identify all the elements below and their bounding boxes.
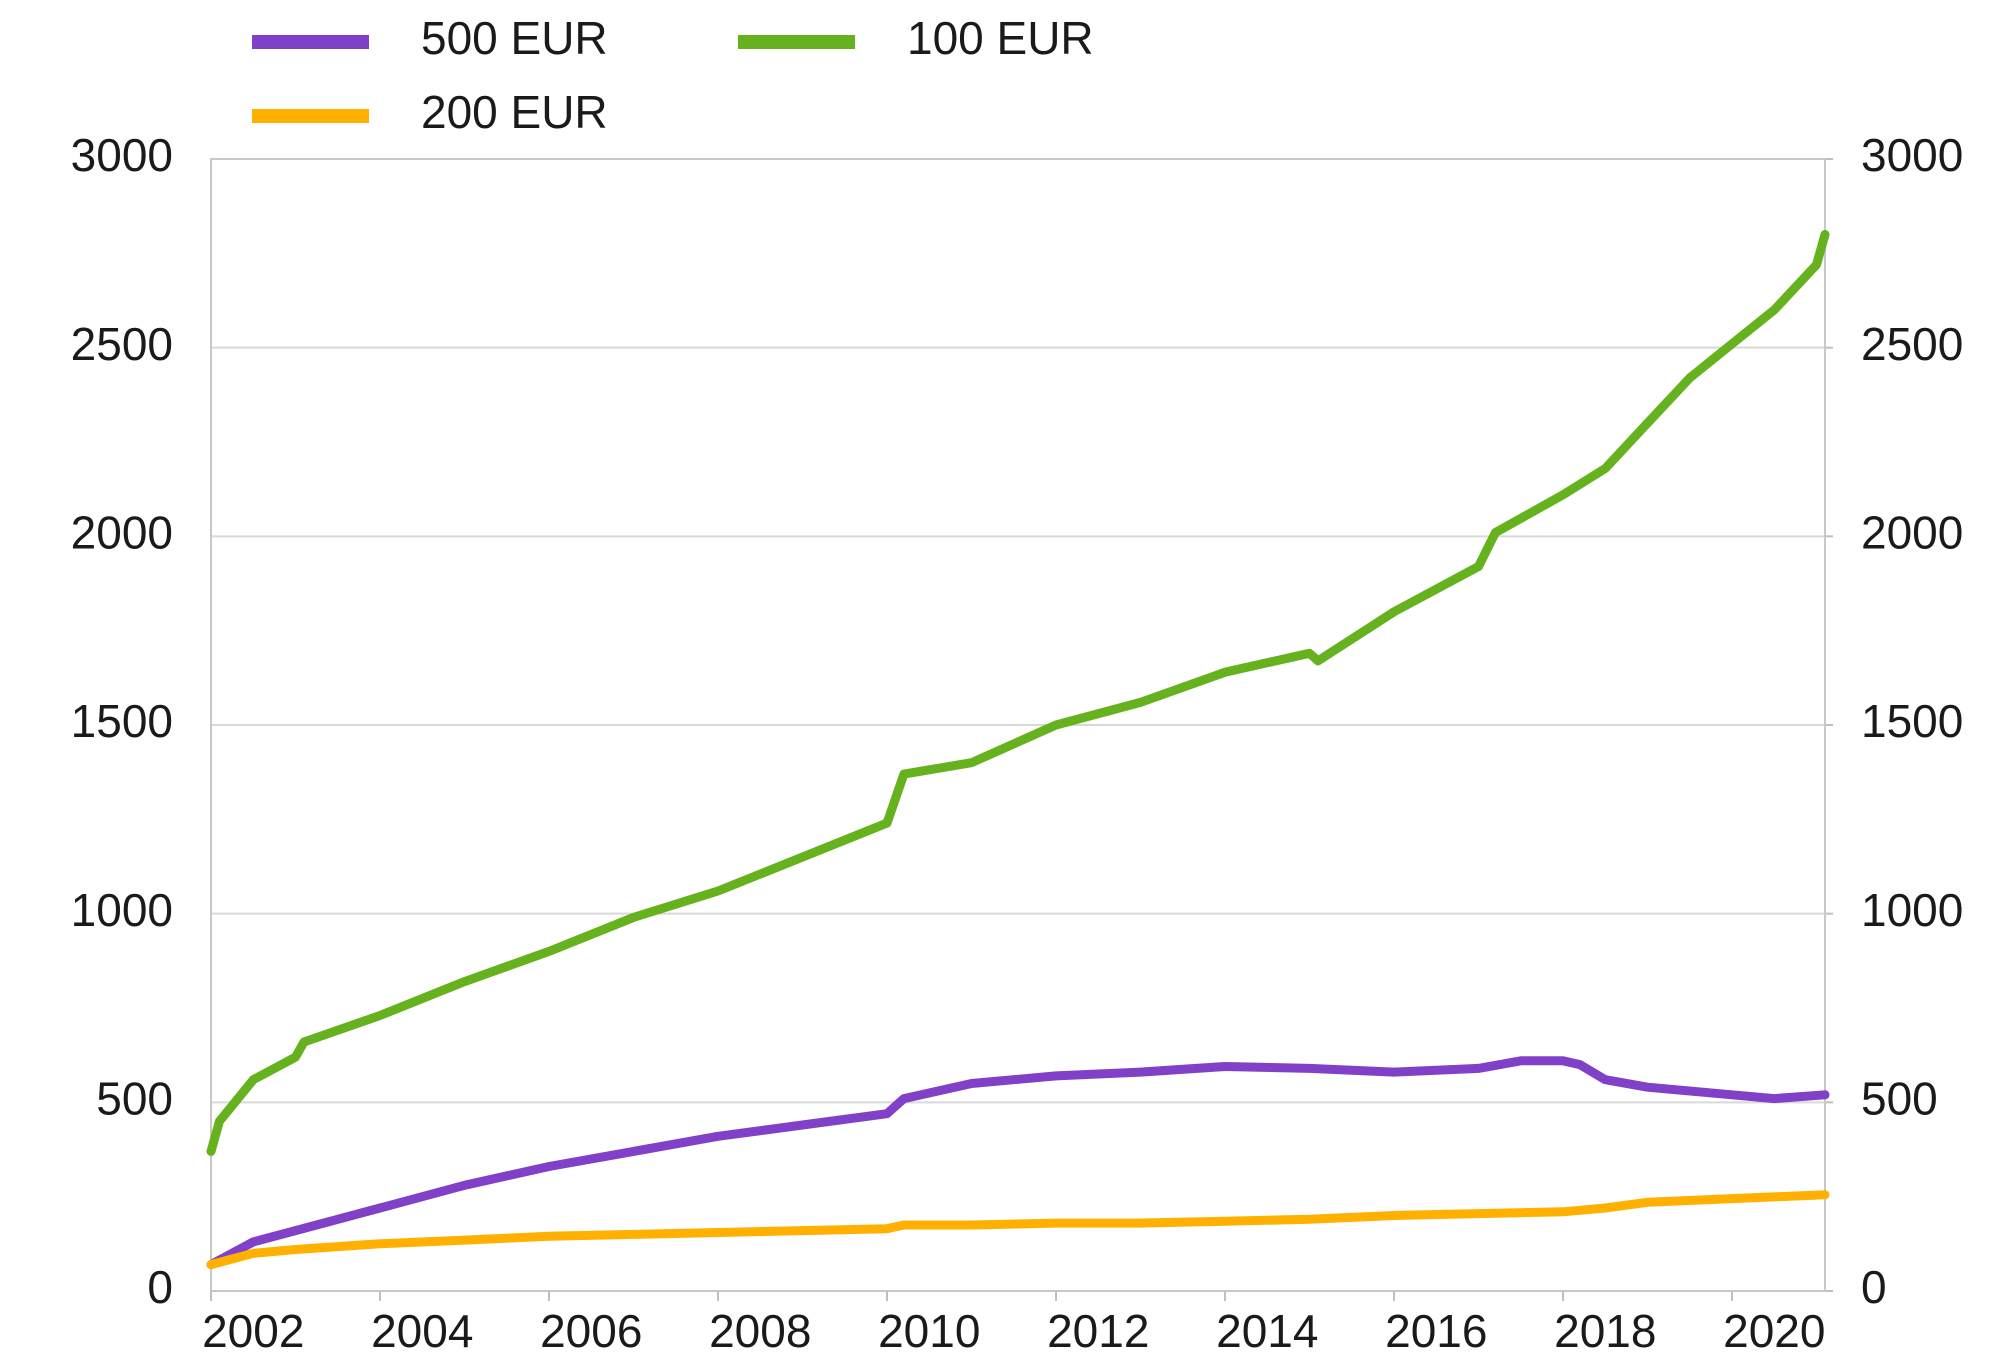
x-tick-label: 2016: [1385, 1305, 1487, 1357]
y-tick-label: 1000: [71, 884, 173, 936]
plot-frame: [210, 158, 1826, 1292]
x-tick-label: 2012: [1047, 1305, 1149, 1357]
x-tick-label: 2020: [1723, 1305, 1825, 1357]
x-tick-label: 2004: [371, 1305, 473, 1357]
y-tick-label: 1500: [71, 695, 173, 747]
y2-tick-label: 3000: [1861, 129, 1963, 181]
y-tick-label: 2000: [71, 506, 173, 558]
series-line: [206, 1056, 1830, 1270]
y-tick-label: 500: [96, 1072, 173, 1124]
x-tick-label: 2014: [1216, 1305, 1318, 1357]
y2-tick-label: 2000: [1861, 506, 1963, 558]
y2-tick-label: 2500: [1861, 318, 1963, 370]
legend-label: 200 EUR: [421, 86, 608, 138]
series-line: [206, 1190, 1830, 1270]
x-tick-label: 2018: [1554, 1305, 1656, 1357]
series-line: [206, 230, 1830, 1156]
y2-tick-label: 0: [1861, 1261, 1887, 1313]
y2-tick-label: 1000: [1861, 884, 1963, 936]
y2-tick-label: 1500: [1861, 695, 1963, 747]
x-tick-label: 2010: [878, 1305, 980, 1357]
y-tick-label: 0: [147, 1261, 173, 1313]
legend-label: 500 EUR: [421, 12, 608, 64]
x-tick-label: 2008: [709, 1305, 811, 1357]
x-tick-label: 2002: [202, 1305, 304, 1357]
y2-tick-label: 500: [1861, 1072, 1938, 1124]
x-tick-label: 2006: [540, 1305, 642, 1357]
legend-label: 100 EUR: [907, 12, 1094, 64]
y-tick-label: 3000: [71, 129, 173, 181]
y-tick-label: 2500: [71, 318, 173, 370]
